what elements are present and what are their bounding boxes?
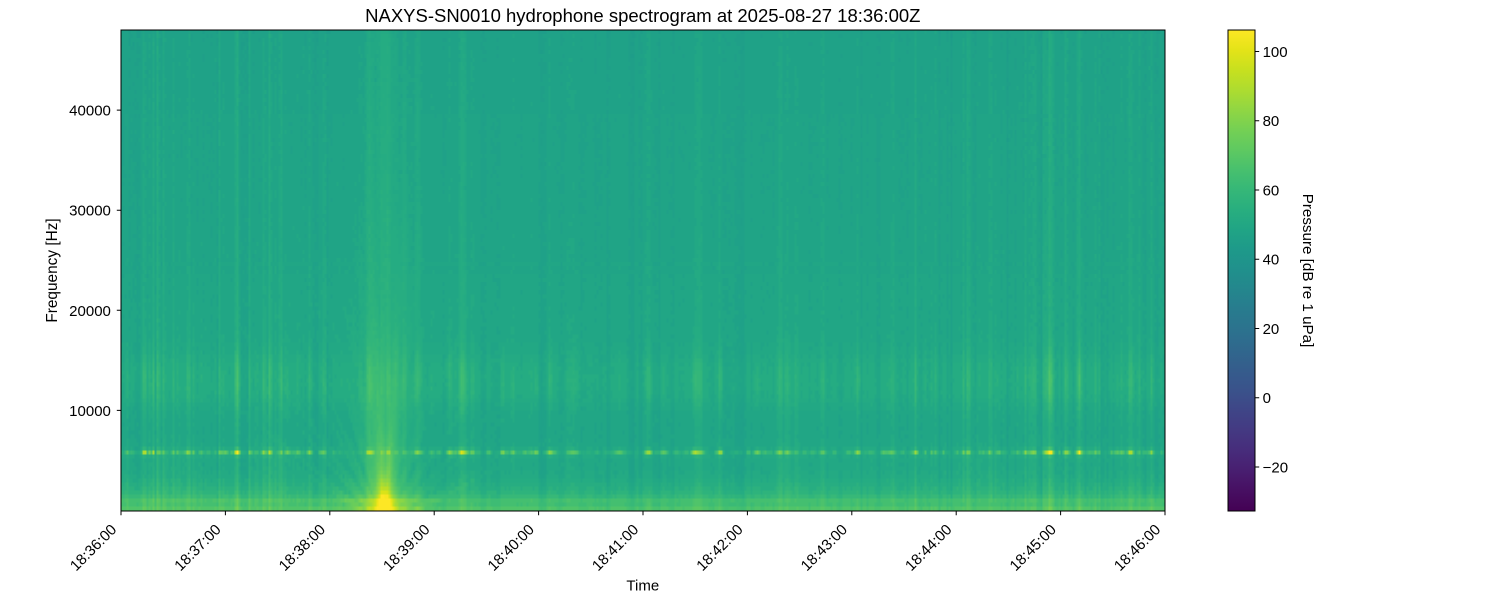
svg-text:NAXYS-SN0010 hydrophone spectr: NAXYS-SN0010 hydrophone spectrogram at 2… (365, 5, 920, 26)
svg-text:40: 40 (1263, 252, 1280, 269)
svg-text:−20: −20 (1263, 460, 1288, 477)
svg-text:30000: 30000 (69, 203, 111, 220)
svg-text:Frequency [Hz]: Frequency [Hz] (44, 218, 61, 322)
svg-text:80: 80 (1263, 113, 1280, 130)
svg-text:20: 20 (1263, 321, 1280, 338)
svg-text:Time: Time (626, 578, 659, 595)
svg-text:Pressure [dB re 1 uPa]: Pressure [dB re 1 uPa] (1299, 194, 1316, 348)
svg-text:60: 60 (1263, 182, 1280, 199)
svg-text:20000: 20000 (69, 303, 111, 320)
svg-text:100: 100 (1263, 44, 1288, 61)
svg-text:0: 0 (1263, 390, 1271, 407)
svg-text:10000: 10000 (69, 403, 111, 420)
svg-text:40000: 40000 (69, 103, 111, 120)
